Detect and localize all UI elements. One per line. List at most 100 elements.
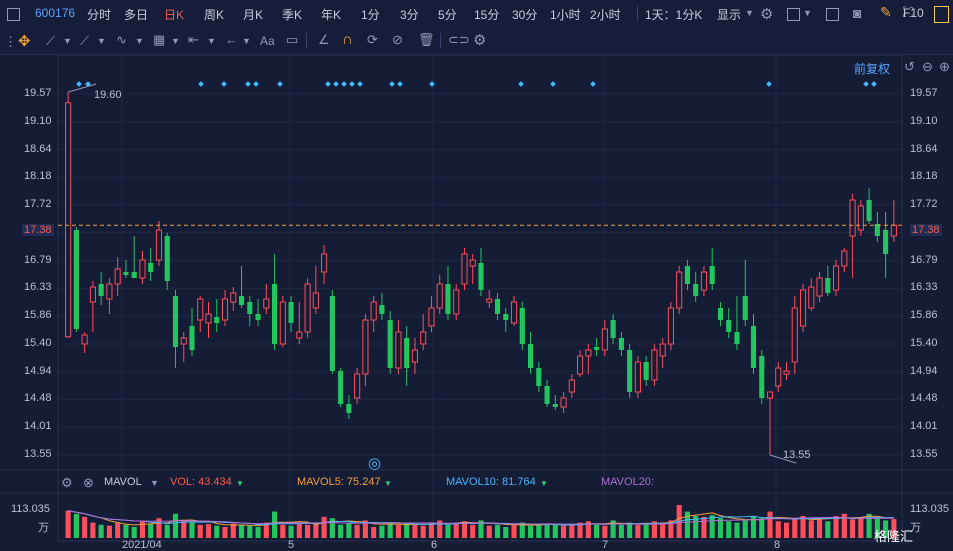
volume-bar	[437, 520, 443, 538]
target-icon[interactable]: ◎	[368, 455, 382, 472]
chevron-down-icon[interactable]: ▼	[207, 36, 216, 46]
arrow-tool-icon[interactable]: ←	[225, 32, 238, 47]
volume-bar	[610, 520, 616, 538]
volume-bar	[742, 520, 748, 538]
period-weekk[interactable]: 周K	[204, 8, 225, 22]
candle-body	[172, 296, 179, 347]
hide-icon[interactable]: ⊘	[392, 32, 403, 47]
comment-icon[interactable]: ▭	[286, 32, 299, 47]
volume-bar	[527, 525, 534, 538]
tool-settings-icon[interactable]: ⚙	[473, 32, 487, 49]
candle-body	[734, 332, 740, 344]
event-marker	[198, 81, 204, 87]
current-price-tag-right: 17.38	[910, 224, 942, 236]
crosshair-move-icon[interactable]: ✥	[18, 33, 31, 50]
channel-tool-icon[interactable]: ⟋	[80, 33, 90, 48]
interval-select[interactable]: 1天：1分K	[645, 8, 703, 22]
candle-body	[791, 307, 798, 363]
period-5min[interactable]: 5分	[438, 8, 457, 22]
period-2hour[interactable]: 2小时	[590, 8, 621, 22]
chevron-down-icon[interactable]: ▼	[150, 478, 159, 488]
event-marker	[766, 81, 772, 87]
volume-bar	[65, 510, 71, 538]
candle-body	[73, 230, 79, 329]
volume-bar	[866, 513, 872, 538]
period-30min[interactable]: 30分	[512, 8, 538, 22]
chevron-down-icon[interactable]: ▼	[540, 479, 548, 488]
window-icon[interactable]	[826, 8, 839, 21]
period-1min[interactable]: 1分	[361, 8, 380, 22]
compare-icon[interactable]: ⊂⊃	[448, 32, 470, 47]
settings-gear-icon[interactable]: ⚙	[760, 6, 774, 23]
candle-body	[775, 367, 782, 387]
chevron-down-icon[interactable]: ▼	[97, 36, 106, 46]
period-fenshi[interactable]: 分时	[87, 8, 112, 22]
period-3min[interactable]: 3分	[400, 8, 419, 22]
chevron-down-icon[interactable]: ▼	[242, 36, 251, 46]
candle-body	[263, 298, 270, 309]
divider	[306, 33, 307, 48]
period-dayk[interactable]: 日K	[164, 8, 185, 22]
candle-body	[634, 361, 641, 393]
chevron-down-icon[interactable]: ▼	[171, 36, 180, 46]
volume-bar	[577, 522, 583, 538]
period-15min[interactable]: 15分	[474, 8, 500, 22]
chevron-down-icon[interactable]: ▼	[236, 479, 244, 488]
candle-body	[189, 326, 195, 350]
price-tick-label: 19.57	[24, 86, 52, 99]
candle-body	[510, 301, 518, 324]
settings-gear-icon[interactable]: ⚙	[61, 475, 73, 490]
wave-tool-icon[interactable]: ∿	[116, 32, 127, 47]
fullscreen-icon[interactable]: ⛶	[903, 4, 913, 20]
candle-body	[560, 397, 567, 408]
line-tool-icon[interactable]: ⟋	[46, 33, 56, 48]
candle-body	[874, 224, 880, 236]
volume-bar	[486, 525, 492, 538]
event-marker	[341, 81, 347, 87]
undo-icon[interactable]: ↺	[904, 59, 915, 74]
chevron-down-icon[interactable]: ▼	[384, 479, 392, 488]
checkbox-icon[interactable]	[787, 8, 800, 21]
chevron-down-icon[interactable]: ▼	[63, 36, 72, 46]
date-tick-label: 2021/04	[122, 539, 162, 551]
sidebar-icon[interactable]: ⋮	[4, 34, 17, 49]
fib-tool-icon[interactable]: ▦	[153, 32, 166, 47]
trash-icon[interactable]: 🗑	[418, 32, 435, 47]
chevron-down-icon[interactable]: ▼	[803, 8, 812, 18]
close-icon[interactable]: ⊗	[83, 475, 94, 490]
sidebar-toggle-icon[interactable]	[7, 8, 20, 21]
stock-code[interactable]: 600176	[35, 6, 76, 20]
camera-icon[interactable]: ◙	[853, 5, 862, 21]
price-tick-label: 15.40	[910, 337, 938, 349]
range-tool-icon[interactable]: ⇤	[188, 32, 199, 47]
price-tick-label: 13.55	[24, 448, 52, 460]
volume-bar	[478, 520, 484, 538]
text-tool-icon[interactable]: Aa	[260, 34, 275, 48]
display-menu[interactable]: 显示	[717, 8, 742, 22]
period-yeark[interactable]: 年K	[321, 8, 342, 22]
angle-tool-icon[interactable]: ∠	[318, 32, 330, 47]
volume-bar	[214, 525, 220, 538]
candle-body	[453, 289, 460, 315]
watermark-logo: 格隆汇	[874, 529, 914, 544]
kline-chart[interactable]	[0, 55, 953, 551]
period-quarterk[interactable]: 季K	[282, 8, 303, 22]
magnet-icon[interactable]: ∩	[342, 31, 353, 48]
f10-label[interactable]: F10	[903, 6, 924, 20]
chevron-down-icon[interactable]: ▼	[745, 8, 754, 18]
period-multiday[interactable]: 多日	[124, 8, 149, 22]
volume-bar	[445, 524, 451, 538]
volume-bar	[717, 518, 724, 538]
candle-body	[709, 266, 715, 284]
sync-icon[interactable]: ⟳	[367, 32, 378, 47]
period-monthk[interactable]: 月K	[243, 8, 264, 22]
zoom-in-icon[interactable]: ⊕	[939, 59, 950, 74]
price-tick-label: 14.94	[24, 364, 52, 377]
adjust-mode-button[interactable]: 前复权	[854, 62, 891, 76]
period-1hour[interactable]: 1小时	[550, 8, 581, 22]
chevron-down-icon[interactable]: ▼	[135, 36, 144, 46]
mavol-indicator[interactable]: MAVOL	[104, 476, 142, 488]
panel-toggle-icon[interactable]	[934, 6, 949, 23]
zoom-out-icon[interactable]: ⊖	[922, 59, 933, 74]
pencil-icon[interactable]: ✎	[880, 4, 892, 20]
